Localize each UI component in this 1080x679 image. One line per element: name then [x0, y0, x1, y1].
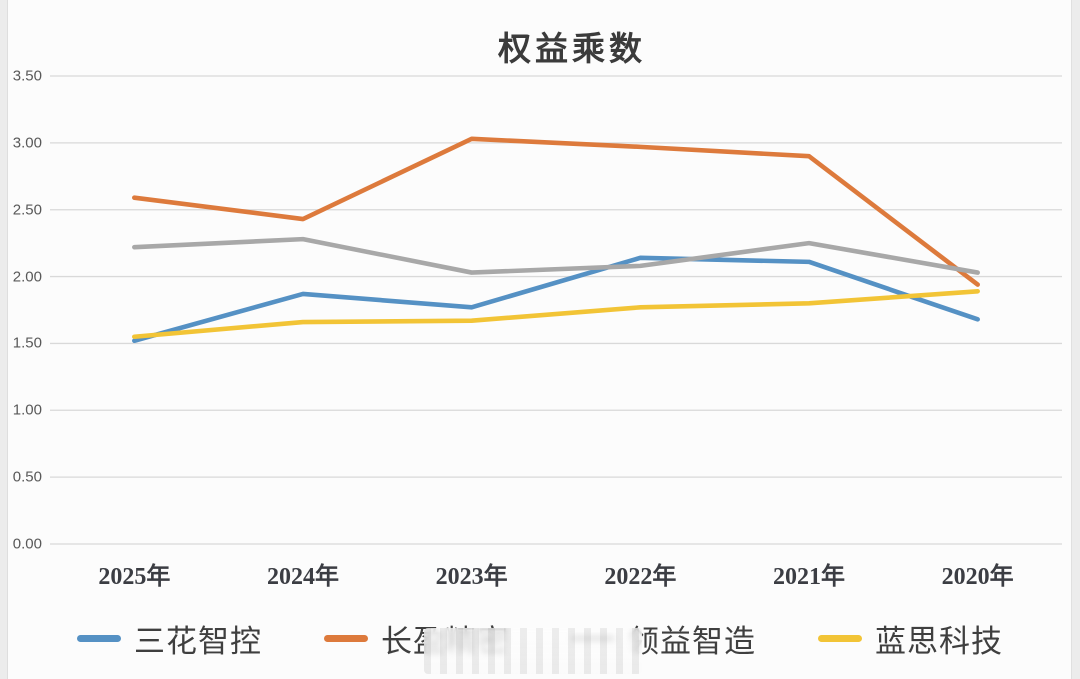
y-tick-label: 2.50: [12, 201, 42, 219]
y-tick-label: 3.50: [12, 67, 42, 85]
legend-swatch: [324, 634, 368, 642]
series-line-蓝思科技: [132, 288, 980, 340]
chart-title: 权益乘数: [498, 32, 646, 68]
legend-label: 三花智控: [134, 623, 262, 659]
y-tick-label: 1.00: [12, 401, 42, 419]
x-axis-label: 2022年: [604, 564, 677, 590]
watermark-blur: [424, 628, 642, 674]
legend-swatch: [77, 634, 121, 642]
legend-item-蓝思科技: 蓝思科技: [818, 616, 1003, 661]
series-line-领益智造: [132, 236, 980, 275]
legend-label: 领益智造: [628, 623, 756, 659]
page-left-edge: [0, 0, 8, 679]
x-axis-label: 2021年: [773, 564, 845, 590]
y-tick-label: 3.00: [12, 134, 42, 152]
x-axis-label: 2023年: [435, 564, 508, 590]
legend-item-三花智控: 三花智控: [77, 616, 262, 661]
x-axis-label: 2024年: [267, 564, 339, 590]
y-tick-label: 2.00: [12, 268, 42, 286]
y-tick-label: 0.50: [12, 468, 42, 486]
x-axis-label: 2025年: [98, 564, 171, 590]
page-right-edge: [1071, 0, 1080, 679]
series-line-长盈精密: [132, 136, 980, 287]
legend-swatch: [818, 634, 862, 642]
legend-label: 蓝思科技: [875, 623, 1003, 659]
chart-legend: 三花智控长盈精密领益智造蓝思科技: [0, 614, 1080, 662]
series-line-三花智控: [132, 255, 980, 344]
y-tick-label: 1.50: [12, 334, 42, 352]
x-axis-label: 2020年: [941, 564, 1014, 590]
y-tick-label: 0.00: [12, 535, 42, 553]
